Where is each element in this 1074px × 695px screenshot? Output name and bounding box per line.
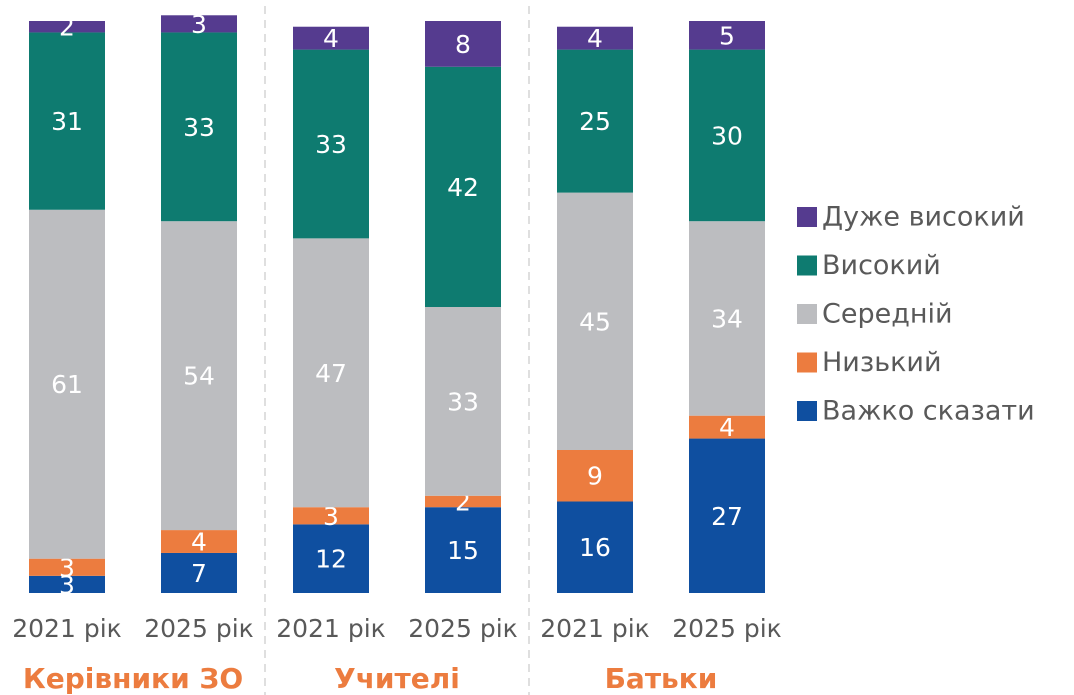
value-label: 3 [191,10,207,39]
x-tick-label: 2025 рік [144,614,254,643]
legend-label: Дуже високий [822,202,1025,233]
bar-segment [29,558,105,576]
bar-segment [293,26,369,50]
bar-segment [293,49,369,239]
x-tick-label: 2025 рік [672,614,782,643]
x-tick-label: 2021 рік [540,614,650,643]
value-label: 15 [447,536,479,565]
bar-segment [689,49,765,222]
bar-segment [29,21,105,33]
bar-segment [161,15,237,33]
bar-segment [557,450,633,502]
value-label: 4 [191,528,207,557]
bar-segment [425,66,501,307]
bar-segment [425,507,501,593]
bar-segment [425,21,501,67]
value-label: 3 [59,553,75,582]
legend-label: Важко сказати [822,396,1035,427]
bar-segment [557,49,633,193]
value-label: 34 [711,304,743,333]
bar-segment [161,221,237,531]
bar-segment [161,552,237,593]
bar-segment [689,21,765,50]
bar-segment [689,415,765,439]
value-label: 8 [455,30,471,59]
value-label: 16 [579,533,611,562]
legend-swatch [797,304,817,324]
bar-segment [29,32,105,210]
value-label: 47 [315,359,347,388]
legend-swatch [797,207,817,227]
legend-swatch [797,255,817,276]
x-tick-label: 2021 рік [12,614,122,643]
bar-segment [293,507,369,525]
value-label: 4 [719,413,735,442]
bar-segment [293,524,369,593]
group-label: Учителі [334,662,460,695]
x-tick-label: 2021 рік [276,614,386,643]
value-label: 54 [183,362,215,391]
bar-segment [161,530,237,553]
legend-swatch [797,352,817,373]
value-label: 45 [579,307,611,336]
bar-segment [161,32,237,222]
value-label: 4 [323,24,339,53]
legend-label: Середній [822,299,953,330]
value-label: 33 [315,130,347,159]
value-label: 4 [587,24,603,53]
bar-segment [425,495,501,508]
group-label: Керівники ЗО [23,662,243,695]
value-label: 31 [51,107,83,136]
bar-segment [557,192,633,450]
value-label: 3 [59,570,75,599]
value-label: 2 [59,13,75,42]
value-label: 12 [315,545,347,574]
value-label: 27 [711,502,743,531]
value-label: 9 [587,462,603,491]
bar-segment [29,575,105,593]
value-label: 42 [447,173,479,202]
group-label: Батьки [605,662,718,695]
value-label: 33 [447,387,479,416]
bar-segment [557,26,633,50]
value-label: 25 [579,107,611,136]
x-tick-label: 2025 рік [408,614,518,643]
value-label: 7 [191,559,207,588]
value-label: 33 [183,113,215,142]
legend-swatch [797,401,817,421]
value-label: 3 [323,502,339,531]
value-label: 61 [51,370,83,399]
bar-segment [557,501,633,593]
bar-segment [425,307,501,496]
bar-segment [689,221,765,416]
value-label: 5 [719,21,735,50]
bar-segment [689,438,765,593]
legend-label: Низький [822,347,942,378]
value-label: 30 [711,121,743,150]
bar-segment [29,209,105,559]
bar-segment [293,238,369,508]
legend-label: Високий [822,250,941,281]
